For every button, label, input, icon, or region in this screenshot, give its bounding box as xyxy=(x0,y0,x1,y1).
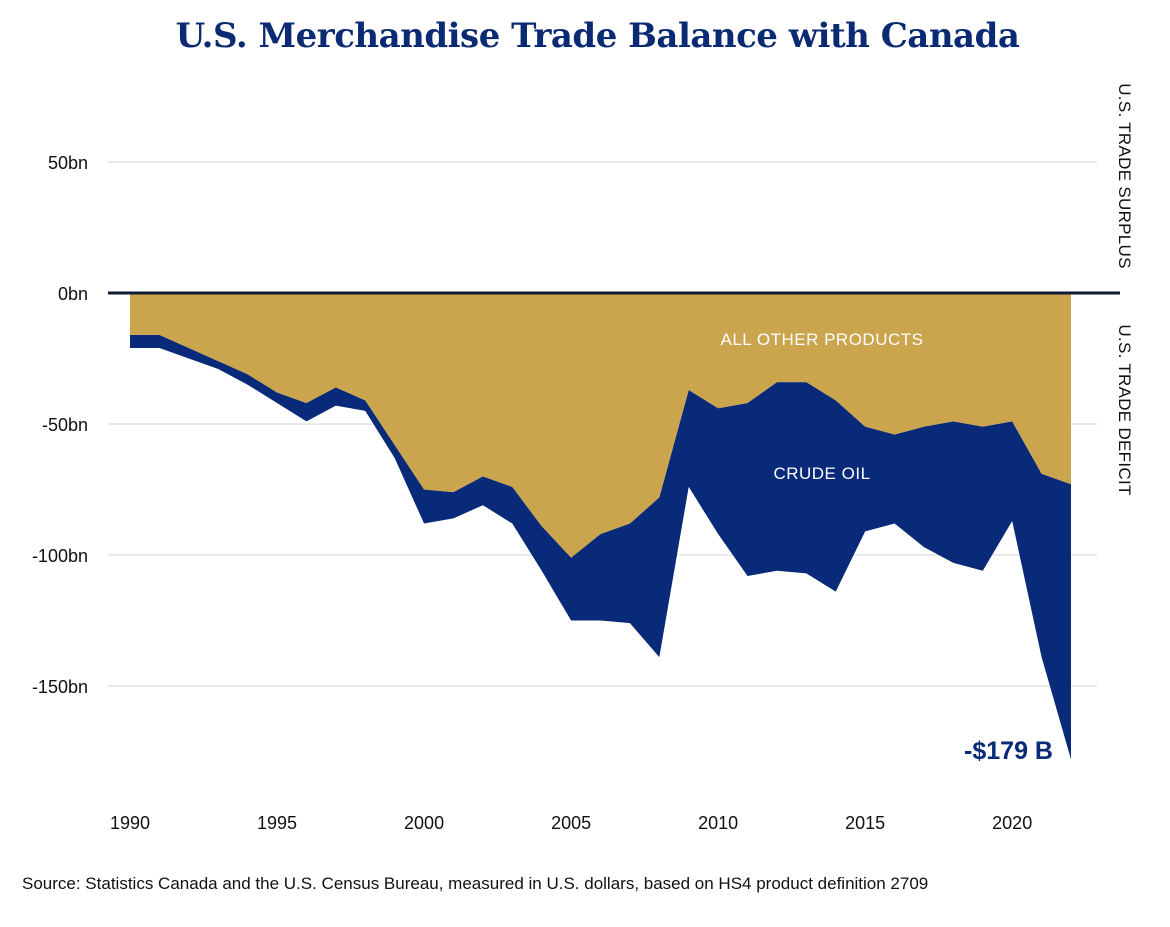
stacked-areas xyxy=(130,293,1071,760)
label-trade-surplus: U.S. TRADE SURPLUS xyxy=(1115,83,1134,269)
label-all-other-products: ALL OTHER PRODUCTS xyxy=(721,330,924,349)
x-tick-label: 2015 xyxy=(845,813,885,833)
y-tick-label: 50bn xyxy=(48,153,88,173)
x-tick-label: 2020 xyxy=(992,813,1032,833)
y-tick-label: -100bn xyxy=(32,546,88,566)
x-tick-label: 1990 xyxy=(110,813,150,833)
chart-title: U.S. Merchandise Trade Balance with Cana… xyxy=(175,16,1020,56)
x-tick-label: 2010 xyxy=(698,813,738,833)
y-tick-label: 0bn xyxy=(58,284,88,304)
x-tick-label: 2005 xyxy=(551,813,591,833)
label-crude-oil: CRUDE OIL xyxy=(773,464,870,483)
label-trade-deficit: U.S. TRADE DEFICIT xyxy=(1115,324,1134,495)
y-tick-label: -150bn xyxy=(32,677,88,697)
x-tick-label: 1995 xyxy=(257,813,297,833)
axes: 50bn 0bn -50bn -100bn -150bn 1990 1995 2000 2005… xyxy=(32,153,1120,833)
label-total-2022: -$179 B xyxy=(964,737,1053,765)
y-tick-label: -50bn xyxy=(42,415,88,435)
x-tick-label: 2000 xyxy=(404,813,444,833)
area-crude-oil xyxy=(130,334,1071,760)
source-note: Source: Statistics Canada and the U.S. C… xyxy=(22,874,929,893)
chart-labels: ALL OTHER PRODUCTS CRUDE OIL -$179 B U.S. T… xyxy=(721,83,1134,765)
area-all-other-products xyxy=(130,293,1071,558)
